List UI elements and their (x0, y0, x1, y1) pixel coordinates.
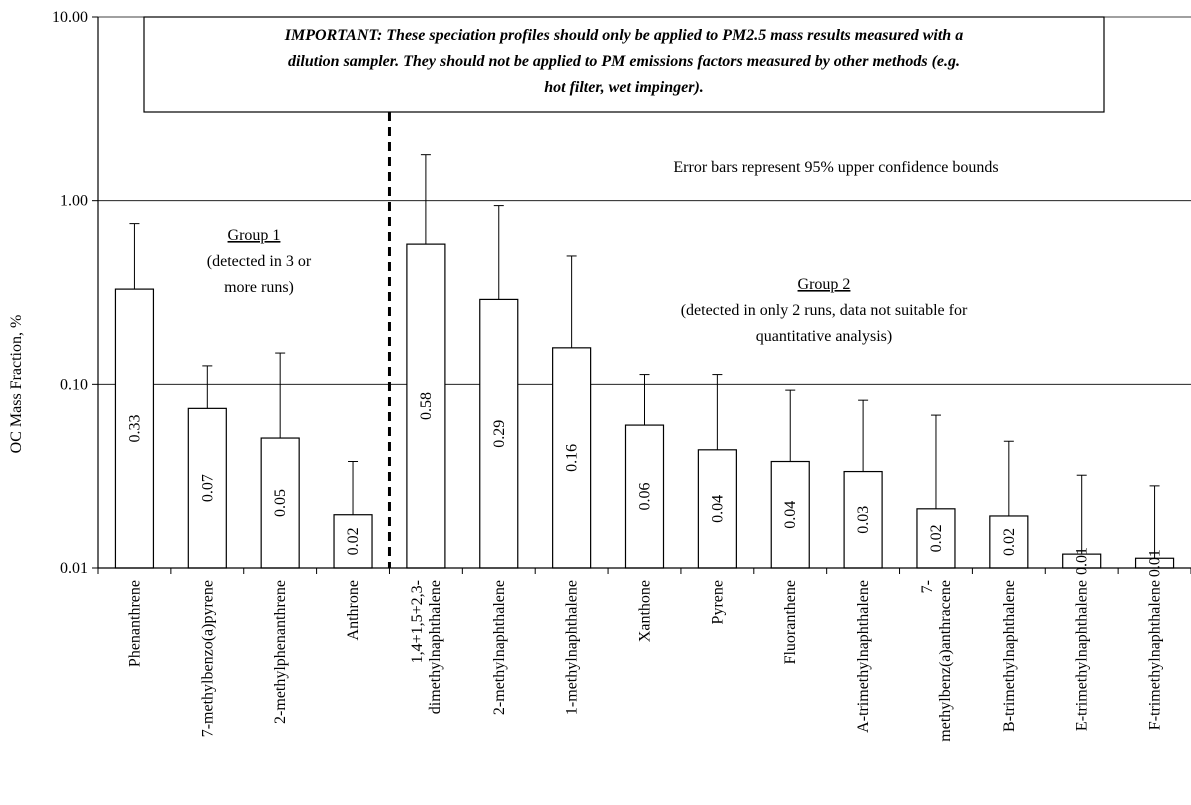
y-axis-label: OC Mass Fraction, % (8, 315, 25, 454)
data-label: 0.02 (345, 527, 362, 555)
warning-line-1: IMPORTANT: These speciation profiles sho… (284, 27, 963, 44)
data-label: 0.29 (491, 420, 508, 448)
error-bars (129, 154, 1160, 559)
x-tick-label: 2-methylphenanthrene (272, 580, 289, 724)
data-label: 0.04 (709, 495, 726, 523)
axes (97, 17, 1191, 574)
data-label: 0.02 (928, 524, 945, 552)
data-label: 0.58 (418, 392, 435, 420)
data-label: 0.05 (272, 489, 289, 517)
data-labels: 0.33 0.07 0.05 0.02 0.58 0.29 0.16 0.06 0.04 0.04… (126, 392, 1163, 577)
x-tick-label: Xanthone (637, 580, 654, 642)
bar (406, 243, 446, 569)
bars (114, 243, 1175, 569)
x-tick-label: 7-methylbenzo(a)pyrene (199, 580, 216, 737)
x-tick-label: 7- (919, 580, 936, 593)
warning-line-2: dilution sampler. They should not be app… (288, 53, 960, 70)
warning-line-3: hot filter, wet impinger). (544, 79, 704, 96)
y-tick-label: 1.00 (60, 193, 88, 210)
x-tick-label: Fluoranthene (782, 580, 799, 664)
data-label: 0.33 (126, 415, 143, 443)
data-label: 0.01 (1074, 547, 1091, 575)
y-tick-label: 10.00 (52, 9, 88, 26)
x-tick-label: methylbenz(a)anthracene (937, 580, 954, 742)
warning-box: IMPORTANT: These speciation profiles sho… (143, 16, 1105, 113)
bar (260, 437, 300, 569)
data-label: 0.07 (199, 474, 216, 502)
x-tick-label: 1,4+1,5+2,3- (409, 580, 426, 663)
data-label: 0.16 (564, 444, 581, 472)
data-label: 0.04 (782, 501, 799, 529)
group1-note-line1: (detected in 3 or (207, 253, 312, 270)
x-tick-label: dimethylnaphthalene (427, 580, 444, 714)
bar (114, 288, 155, 569)
x-tick-label: A-trimethylnaphthalene (855, 580, 872, 733)
x-tick-label: B-trimethylnaphthalene (1001, 580, 1018, 732)
y-axis-ticks: 0.01 0.10 1.00 10.00 (52, 9, 98, 577)
bar (770, 460, 810, 569)
bar (624, 424, 665, 569)
error-bar-note: Error bars represent 95% upper confidenc… (673, 159, 998, 176)
group2-note-line1: (detected in only 2 runs, data not suita… (681, 302, 968, 319)
group2-title: Group 2 (798, 276, 851, 293)
data-label: 0.03 (855, 506, 872, 534)
y-tick-label: 0.01 (60, 560, 88, 577)
x-tick-label: 2-methylnaphthalene (491, 580, 508, 715)
data-label: 0.02 (1001, 528, 1018, 556)
data-label: 0.06 (637, 483, 654, 511)
x-tick-label: Anthrone (345, 580, 362, 640)
x-tick-label: Phenanthrene (126, 580, 143, 667)
x-tick-label: E-trimethylnaphthalene (1074, 580, 1091, 731)
x-tick-label: Pyrene (709, 580, 726, 624)
x-tick-label: 1-methylnaphthalene (564, 580, 581, 715)
data-label: 0.01 (1147, 549, 1164, 577)
group1-title: Group 1 (228, 227, 281, 244)
group2-note-line2: quantitative analysis) (756, 328, 892, 345)
y-tick-label: 0.10 (60, 376, 88, 393)
bar (843, 470, 883, 569)
x-axis-labels: Phenanthrene 7-methylbenzo(a)pyrene 2-meth… (126, 580, 1163, 742)
x-tick-label: F-trimethylnaphthalene (1147, 580, 1164, 730)
group1-note-line2: more runs) (224, 279, 294, 296)
